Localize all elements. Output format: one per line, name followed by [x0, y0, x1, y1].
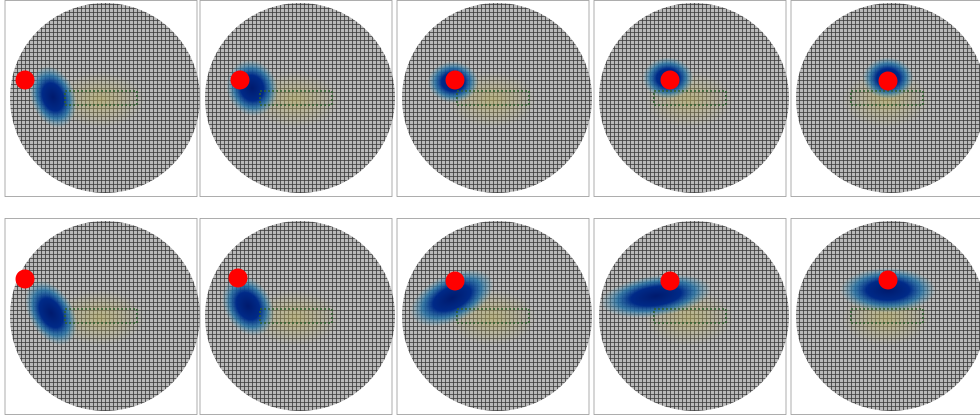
source-dot [446, 71, 465, 90]
figure [0, 0, 980, 415]
panel [791, 219, 980, 415]
panel [200, 219, 395, 415]
source-dot [16, 71, 35, 90]
panel [791, 1, 980, 197]
source-dot [879, 271, 898, 290]
source-dot [229, 269, 248, 288]
panel [397, 219, 592, 415]
source-dot [446, 272, 465, 291]
source-dot [661, 272, 680, 291]
source-dot [661, 71, 680, 90]
panel [397, 1, 592, 197]
panel [594, 219, 789, 415]
source-dot [231, 71, 250, 90]
panel [5, 1, 200, 197]
source-dot [16, 270, 35, 289]
panel [200, 1, 395, 197]
panel [5, 219, 200, 415]
source-dot [879, 72, 898, 91]
panel [594, 1, 789, 197]
